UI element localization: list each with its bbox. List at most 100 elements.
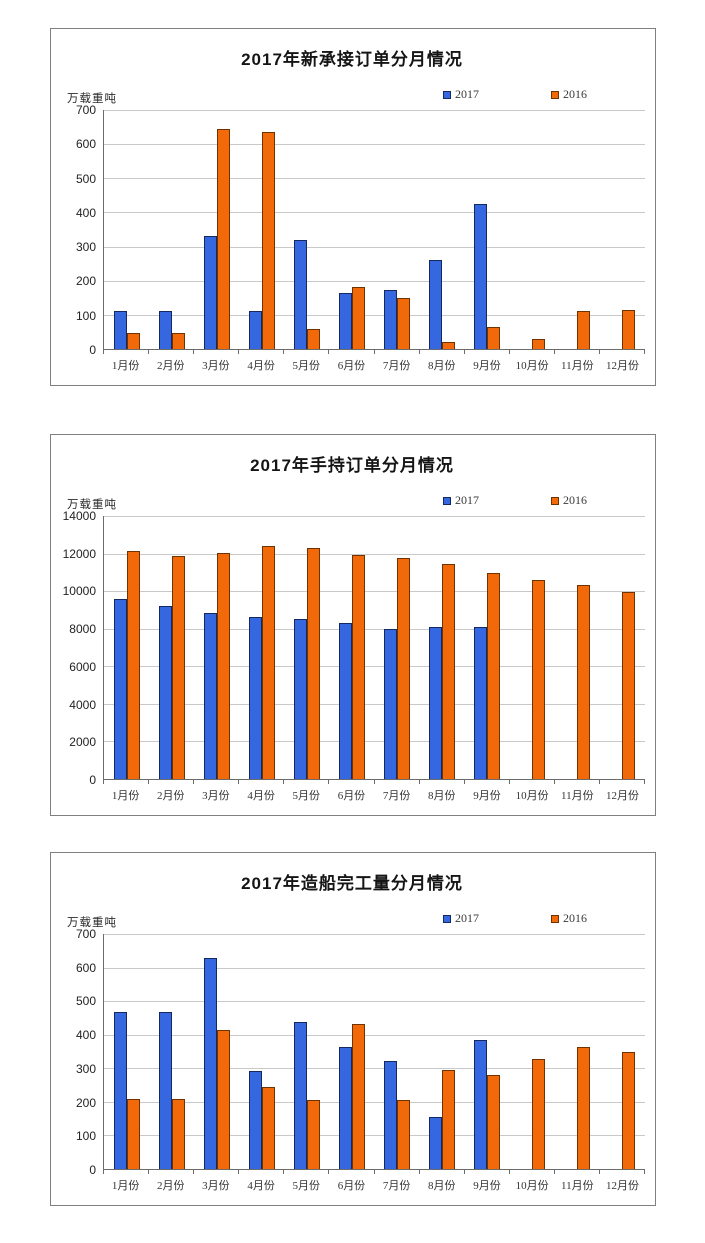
bar-2017-9月份 bbox=[474, 1040, 488, 1169]
plot-area bbox=[103, 110, 645, 354]
x-tick-label: 1月份 bbox=[111, 1180, 140, 1192]
x-axis-tick bbox=[553, 350, 555, 354]
bar-2016-10月份 bbox=[532, 1058, 546, 1169]
x-tick-label: 9月份 bbox=[473, 360, 501, 372]
x-tick-label: 3月份 bbox=[202, 360, 230, 372]
bar-2016-5月份 bbox=[306, 329, 320, 349]
bar-2016-1月份 bbox=[126, 1098, 140, 1169]
y-tick-label: 2000 bbox=[69, 735, 96, 750]
bar-2017-2月份 bbox=[158, 1011, 172, 1169]
bar-2017-6月份 bbox=[338, 623, 352, 779]
bar-2016-4月份 bbox=[261, 1086, 275, 1169]
bar-group-6月份 bbox=[329, 934, 374, 1169]
x-axis-tick bbox=[148, 780, 150, 784]
bar-2016-12月份 bbox=[622, 310, 636, 349]
y-axis-unit-label: 万载重吨 bbox=[67, 93, 117, 105]
x-axis-tick bbox=[598, 350, 600, 354]
bar-2017-1月份 bbox=[113, 1011, 127, 1169]
bar-2016-8月份 bbox=[442, 564, 456, 779]
x-axis-tick bbox=[328, 1170, 330, 1174]
y-tick-label: 8000 bbox=[69, 622, 96, 637]
gridline bbox=[104, 1135, 645, 1137]
x-axis-tick bbox=[103, 780, 104, 784]
x-tick-label: 12月份 bbox=[605, 360, 639, 372]
x-tick-label: 10月份 bbox=[515, 360, 549, 372]
y-tick-label: 700 bbox=[75, 103, 96, 117]
gridline bbox=[104, 144, 645, 146]
gridline bbox=[104, 628, 645, 630]
x-axis-tick bbox=[508, 780, 510, 784]
bar-group-4月份 bbox=[239, 516, 284, 779]
x-axis-tick bbox=[238, 780, 240, 784]
x-tick-label: 12月份 bbox=[605, 1180, 639, 1192]
y-tick-label: 14000 bbox=[62, 509, 96, 523]
bar-2017-7月份 bbox=[384, 628, 397, 779]
bar-2017-3月份 bbox=[203, 612, 217, 779]
chart-title: 2017年造船完工量分月情况 bbox=[241, 874, 463, 893]
x-tick-label: 9月份 bbox=[473, 1180, 501, 1192]
bar-2016-2月份 bbox=[171, 332, 185, 349]
bar-2016-9月份 bbox=[487, 326, 501, 349]
x-axis-tick bbox=[463, 780, 465, 784]
plot-area bbox=[103, 516, 645, 784]
bar-2017-3月份 bbox=[203, 957, 217, 1169]
y-tick-label: 12000 bbox=[62, 546, 96, 561]
y-axis-unit-label: 万载重吨 bbox=[67, 917, 117, 929]
bar-2016-3月份 bbox=[216, 552, 230, 779]
gridline bbox=[104, 591, 645, 593]
bar-2017-7月份 bbox=[384, 1060, 397, 1169]
bar-2017-8月份 bbox=[429, 626, 443, 779]
bar-2016-12月份 bbox=[622, 592, 636, 779]
gridline bbox=[104, 666, 645, 668]
x-axis-tick bbox=[193, 780, 195, 784]
chart-body: 0 100 200 300 400 500 600 700 bbox=[59, 927, 645, 1177]
legend-label-2017: 2017 bbox=[455, 911, 479, 925]
bar-group-12月份 bbox=[600, 110, 645, 349]
x-axis-labels: 1月份 2月份 3月份 4月份 5月份 6月份 7月份 8月份 9月份 10月份 11月份 12月份 bbox=[103, 357, 645, 373]
x-tick-label: 11月份 bbox=[561, 1180, 594, 1192]
bar-group-7月份 bbox=[374, 110, 419, 349]
chart-title: 2017年手持订单分月情况 bbox=[250, 456, 454, 475]
bar-2017-7月份 bbox=[384, 290, 397, 349]
bar-group-9月份 bbox=[465, 110, 510, 349]
legend-item-2016: 2016 bbox=[551, 911, 587, 926]
bar-2017-9月份 bbox=[474, 203, 488, 349]
x-axis-tick bbox=[418, 350, 420, 354]
legend-item-2016: 2016 bbox=[551, 87, 587, 102]
bar-2017-1月份 bbox=[113, 311, 127, 349]
legend-swatch-2017 bbox=[443, 914, 451, 923]
bar-group-10月份 bbox=[510, 934, 555, 1169]
bar-group-4月份 bbox=[239, 934, 284, 1169]
y-tick-label: 6000 bbox=[69, 659, 96, 674]
x-axis-tick bbox=[328, 780, 330, 784]
bar-2016-1月份 bbox=[126, 550, 140, 779]
bar-2016-2月份 bbox=[171, 555, 185, 779]
bar-group-11月份 bbox=[555, 516, 600, 779]
gridline bbox=[104, 1034, 645, 1036]
bar-group-1月份 bbox=[104, 110, 149, 349]
bar-group-6月份 bbox=[329, 516, 374, 779]
bar-group-3月份 bbox=[194, 516, 239, 779]
gridline bbox=[104, 1001, 645, 1003]
bar-2017-6月份 bbox=[338, 292, 352, 349]
y-tick-label: 0 bbox=[89, 343, 96, 357]
bar-2016-3月份 bbox=[216, 1029, 230, 1169]
y-tick-label: 4000 bbox=[69, 697, 96, 712]
legend-item-2017: 2017 bbox=[443, 911, 479, 926]
x-axis-tick bbox=[418, 1170, 420, 1174]
x-tick-label: 4月份 bbox=[247, 360, 275, 372]
y-tick-label: 300 bbox=[75, 1061, 96, 1076]
x-tick-label: 4月份 bbox=[247, 790, 275, 802]
bar-2016-1月份 bbox=[126, 332, 140, 349]
bar-group-12月份 bbox=[600, 516, 645, 779]
bar-2017-8月份 bbox=[429, 260, 443, 349]
chart-header: 万载重吨 2017 2016 bbox=[59, 78, 645, 108]
gridline bbox=[104, 553, 645, 555]
chart-title: 2017年新承接订单分月情况 bbox=[241, 50, 463, 69]
bar-2016-11月份 bbox=[577, 1047, 591, 1169]
gridline bbox=[104, 212, 645, 214]
bar-2017-1月份 bbox=[113, 598, 127, 779]
bar-group-6月份 bbox=[329, 110, 374, 349]
bar-2016-8月份 bbox=[442, 342, 456, 349]
bar-2016-2月份 bbox=[171, 1098, 185, 1169]
